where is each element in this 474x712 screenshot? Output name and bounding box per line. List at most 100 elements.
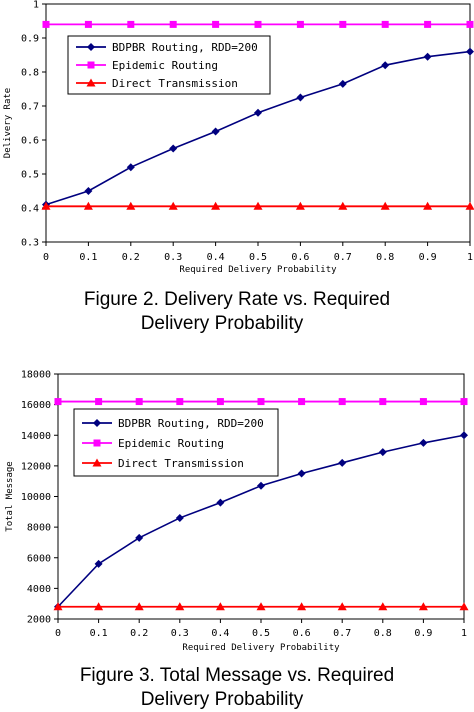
x-tick-label: 1 — [461, 628, 467, 639]
series-2 — [53, 602, 469, 611]
data-point — [126, 163, 135, 172]
data-point — [254, 20, 262, 28]
y-tick-label: 6000 — [27, 553, 51, 564]
x-tick-label: 0.7 — [333, 628, 351, 639]
data-point — [135, 533, 144, 542]
series-1 — [42, 20, 474, 28]
data-point — [257, 398, 265, 406]
legend: BDPBR Routing, RDD=200 Epidemic Routing Di… — [67, 35, 271, 95]
figure3-caption-line1: Figure 3. Total Message vs. Required — [79, 665, 395, 686]
data-point — [419, 398, 427, 406]
y-tick-label: 0.9 — [21, 34, 39, 45]
series-1 — [54, 398, 468, 406]
x-tick-label: 0.3 — [171, 628, 189, 639]
legend-label: BDPBR Routing, RDD=200 — [118, 417, 264, 430]
x-tick-label: 1 — [467, 252, 473, 263]
data-point — [95, 398, 103, 406]
x-axis-label: Required Delivery Probability — [179, 265, 337, 275]
data-point — [419, 438, 428, 447]
data-point — [465, 201, 474, 210]
total-message-chart: 2000 4000 6000 8000 10000 12000 14000 16000 1800… — [5, 370, 469, 652]
legend-swatch-marker — [93, 439, 101, 447]
data-point — [253, 201, 263, 210]
data-point — [54, 398, 62, 406]
x-tick-label: 0.7 — [334, 252, 352, 263]
data-point — [168, 201, 178, 210]
data-point — [211, 127, 220, 136]
data-point — [338, 201, 348, 210]
x-tick-label: 0.8 — [376, 252, 394, 263]
legend: BDPBR Routing, RDD=200 Epidemic Routing Di… — [73, 408, 279, 477]
data-point — [423, 201, 433, 210]
data-point — [84, 187, 93, 195]
data-point — [53, 602, 63, 611]
data-point — [424, 20, 432, 28]
legend-swatch-marker — [92, 458, 102, 467]
data-point — [175, 602, 185, 611]
data-point — [212, 20, 220, 28]
data-point — [211, 201, 221, 210]
legend-label: BDPBR Routing, RDD=200 — [112, 41, 258, 54]
data-point — [127, 20, 135, 28]
data-point — [169, 20, 177, 28]
legend-swatch-marker — [93, 419, 101, 427]
series-0 — [54, 431, 468, 611]
x-tick-label: 0.3 — [164, 252, 182, 263]
figure2-caption-line2: Delivery Probability — [140, 313, 304, 334]
data-point — [256, 602, 266, 611]
data-point — [418, 602, 428, 611]
x-tick-label: 0.1 — [90, 628, 108, 639]
data-point — [295, 201, 305, 210]
x-tick-label: 0 — [55, 628, 61, 639]
x-axis-label: Required Delivery Probability — [182, 643, 340, 652]
y-tick-label: 14000 — [21, 431, 51, 442]
series-2 — [41, 201, 474, 210]
data-point — [338, 79, 347, 88]
data-point — [337, 602, 347, 611]
data-point — [460, 398, 468, 406]
data-point — [297, 469, 306, 478]
x-tick-label: 0.9 — [419, 252, 437, 263]
y-tick-label: 10000 — [21, 492, 51, 503]
data-point — [338, 398, 346, 406]
data-point — [135, 398, 143, 406]
y-tick-label: 16000 — [21, 400, 51, 411]
data-point — [42, 20, 50, 28]
x-tick-label: 0 — [43, 252, 49, 263]
data-point — [378, 602, 388, 611]
delivery-rate-chart: 0.3 0.4 0.5 0.6 0.7 0.8 0.9 1 0 0.1 0.2 0.3 0.4 0.5 0.… — [3, 0, 474, 275]
y-tick-label: 0.3 — [21, 238, 39, 249]
data-point — [257, 481, 265, 490]
legend-label: Epidemic Routing — [118, 437, 224, 450]
y-tick-label: 0.5 — [21, 170, 39, 181]
x-tick-label: 0.6 — [293, 628, 311, 639]
data-point — [296, 20, 304, 28]
y-tick-label: 0.4 — [21, 204, 39, 215]
data-point — [41, 201, 51, 210]
figure2-caption-line1: Figure 2. Delivery Rate vs. Required — [83, 289, 391, 310]
data-point — [175, 513, 184, 522]
y-tick-label: 1 — [33, 0, 39, 11]
data-point — [94, 559, 103, 568]
data-point — [379, 398, 387, 406]
data-point — [254, 108, 262, 117]
data-point — [176, 398, 184, 406]
y-tick-label: 0.6 — [21, 136, 39, 147]
x-tick-label: 0.4 — [211, 628, 229, 639]
y-tick-label: 0.8 — [21, 68, 39, 79]
data-point — [380, 201, 390, 210]
y-tick-label: 2000 — [27, 615, 51, 626]
y-axis-label: Total Message — [5, 461, 15, 531]
x-tick-label: 0.9 — [414, 628, 432, 639]
y-tick-label: 0.7 — [21, 102, 39, 113]
legend-label: Direct Transmission — [118, 457, 244, 470]
y-axis-label: Delivery Rate — [3, 88, 13, 158]
data-point — [459, 602, 469, 611]
data-point — [216, 398, 224, 406]
x-tick-label: 0.6 — [291, 252, 309, 263]
data-point — [216, 498, 225, 507]
data-point — [169, 144, 178, 153]
x-tick-label: 0.4 — [207, 252, 225, 263]
legend-swatch-marker — [87, 43, 95, 51]
figure3-caption: Figure 3. Total Message vs. Required Del… — [0, 664, 474, 712]
